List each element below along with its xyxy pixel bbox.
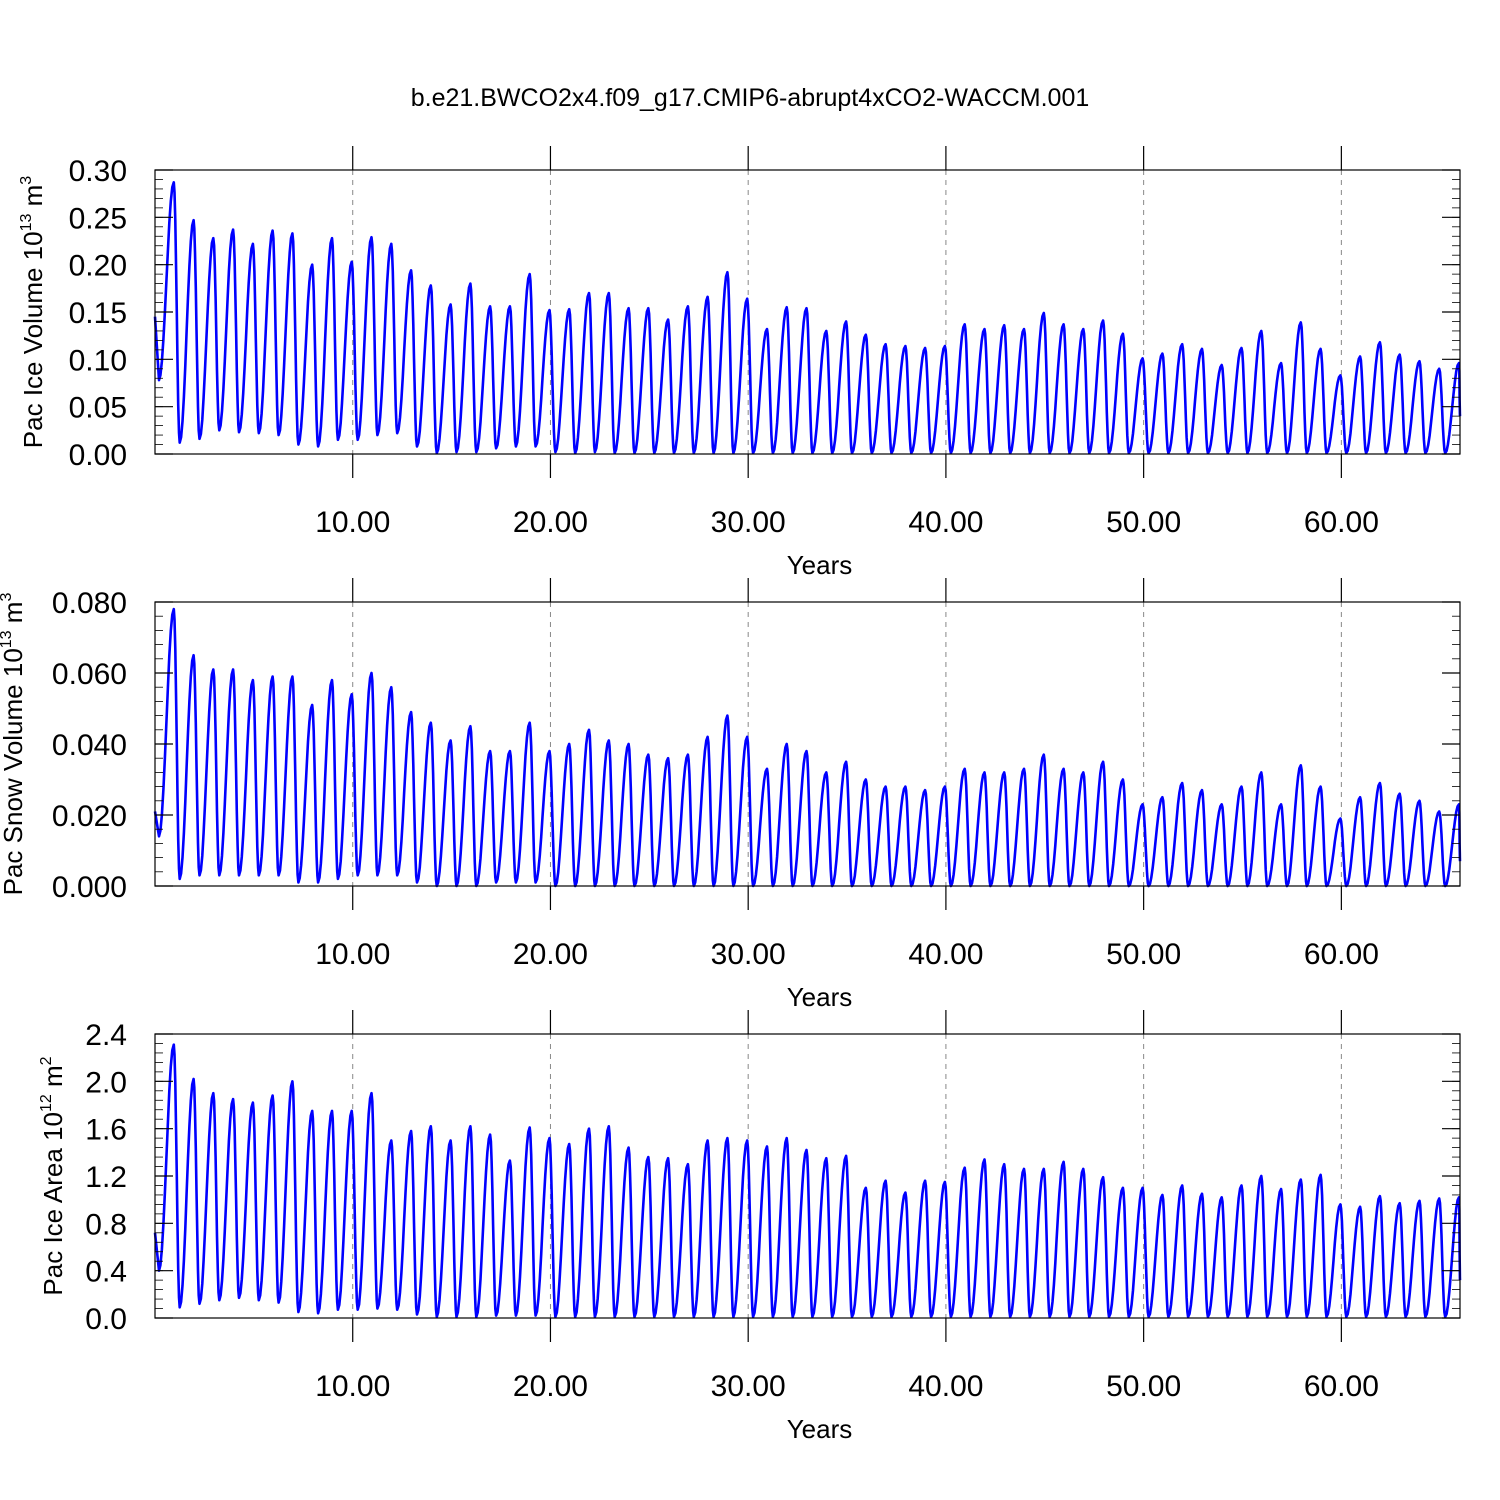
y-tick-label: 0.000 xyxy=(52,871,127,904)
x-tick-label: 40.00 xyxy=(908,938,983,971)
x-axis-label: Years xyxy=(787,1414,853,1444)
y-tick-label: 0.25 xyxy=(69,202,127,235)
y-tick-label: 0.15 xyxy=(69,297,127,330)
series-line xyxy=(153,181,1462,455)
x-tick-label: 60.00 xyxy=(1304,938,1379,971)
x-tick-label: 20.00 xyxy=(513,1370,588,1403)
x-tick-label: 10.00 xyxy=(315,506,390,539)
y-tick-label: 0.8 xyxy=(85,1208,127,1241)
x-axis-label: Years xyxy=(787,550,853,580)
x-tick-label: 50.00 xyxy=(1106,506,1181,539)
x-tick-label: 20.00 xyxy=(513,506,588,539)
x-tick-label: 10.00 xyxy=(315,938,390,971)
x-tick-label: 30.00 xyxy=(711,506,786,539)
x-tick-label: 40.00 xyxy=(908,1370,983,1403)
x-tick-label: 50.00 xyxy=(1106,938,1181,971)
x-tick-label: 30.00 xyxy=(711,1370,786,1403)
panels: 10.00 20.00 30.00 40.00 50.00 60.000.000.050.… xyxy=(0,146,1462,1444)
figure-title: b.e21.BWCO2x4.f09_g17.CMIP6-abrupt4xCO2-… xyxy=(411,84,1090,112)
panel-ice-volume: 10.00 20.00 30.00 40.00 50.00 60.00 0.00 0.05 0.… xyxy=(18,146,1462,580)
y-tick-label: 1.2 xyxy=(85,1161,127,1194)
x-tick-label: 50.00 xyxy=(1106,1370,1181,1403)
y-tick-label: 0.060 xyxy=(52,658,127,691)
series-line xyxy=(153,1043,1462,1319)
y-tick-label: 0.05 xyxy=(69,392,127,425)
y-axis-label: Pac Ice Volume 1013 m3 xyxy=(18,176,48,449)
y-axis-label: Pac Ice Area 1012 m2 xyxy=(38,1056,68,1295)
y-tick-label: 0.080 xyxy=(52,587,127,620)
x-tick-label: 60.00 xyxy=(1304,506,1379,539)
y-tick-label: 0.040 xyxy=(52,729,127,762)
y-tick-label: 2.4 xyxy=(85,1019,127,1052)
y-tick-label: 0.00 xyxy=(69,439,127,472)
y-tick-label: 0.4 xyxy=(85,1256,127,1289)
y-tick-label: 2.0 xyxy=(85,1066,127,1099)
x-axis-label: Years xyxy=(787,982,853,1012)
x-tick-label: 60.00 xyxy=(1304,1370,1379,1403)
y-tick-label: 0.30 xyxy=(69,155,127,188)
y-tick-label: 1.6 xyxy=(85,1114,127,1147)
panel-snow-volume: 10.00 20.00 30.00 40.00 50.00 60.00 0.000 0.020… xyxy=(0,578,1462,1012)
series-line xyxy=(153,607,1462,888)
y-tick-label: 0.20 xyxy=(69,250,127,283)
x-tick-label: 40.00 xyxy=(908,506,983,539)
y-tick-label: 0.020 xyxy=(52,800,127,833)
y-tick-label: 0.0 xyxy=(85,1303,127,1336)
x-tick-label: 30.00 xyxy=(711,938,786,971)
panel-ice-area: 10.00 20.00 30.00 40.00 50.00 60.00 0.0 0.4 0.8 1… xyxy=(38,1010,1462,1444)
y-axis-label: Pac Snow Volume 1013 m3 xyxy=(0,593,28,896)
y-tick-label: 0.10 xyxy=(69,344,127,377)
x-tick-label: 20.00 xyxy=(513,938,588,971)
x-tick-label: 10.00 xyxy=(315,1370,390,1403)
